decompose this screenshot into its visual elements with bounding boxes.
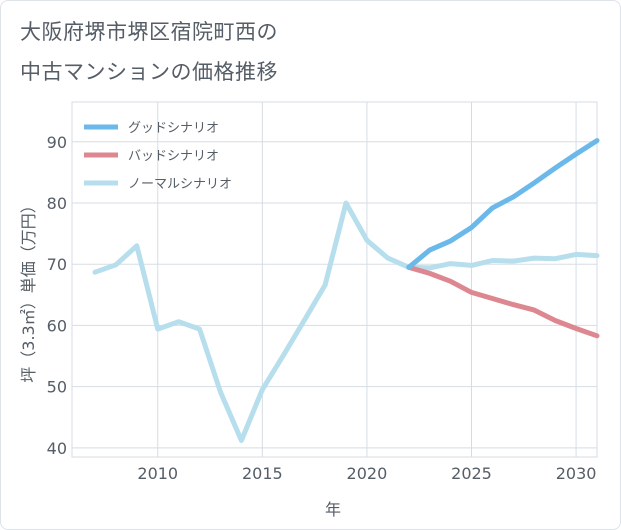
legend-label-1: バッドシナリオ bbox=[128, 149, 219, 164]
x-axis-label: 年 bbox=[325, 500, 341, 519]
y-tick-label-90: 90 bbox=[47, 133, 67, 152]
y-tick-label-80: 80 bbox=[47, 194, 67, 213]
x-gridlines bbox=[157, 102, 577, 457]
x-tick-labels: 2010 2015 2020 2025 2030 bbox=[137, 464, 596, 483]
legend-label-2: ノーマルシナリオ bbox=[128, 177, 232, 192]
chart-title-line-1: 大阪府堺市堺区宿院町西の bbox=[20, 20, 278, 44]
x-tick-label-2015: 2015 bbox=[242, 464, 283, 483]
y-tick-label-50: 50 bbox=[47, 378, 67, 397]
legend-label-0: グッドシナリオ bbox=[128, 121, 219, 136]
plot-area bbox=[71, 101, 598, 458]
y-tick-labels: 40 50 60 70 80 90 bbox=[47, 133, 67, 458]
y-gridlines bbox=[72, 141, 597, 449]
series-line-1 bbox=[406, 264, 600, 339]
chart-title-line-2: 中古マンションの価格推移 bbox=[20, 60, 278, 84]
x-tick-label-2010: 2010 bbox=[137, 464, 178, 483]
y-tick-label-70: 70 bbox=[47, 255, 67, 274]
x-tick-label-2025: 2025 bbox=[451, 464, 492, 483]
series-lines bbox=[92, 138, 600, 443]
y-tick-label-40: 40 bbox=[47, 439, 67, 458]
x-tick-label-2030: 2030 bbox=[556, 464, 597, 483]
y-axis-label: 坪（3.3㎡）単価（万円） bbox=[19, 197, 38, 382]
series-line-0 bbox=[406, 138, 600, 270]
y-tick-label-60: 60 bbox=[47, 316, 67, 335]
x-tick-label-2020: 2020 bbox=[347, 464, 388, 483]
series-line-2 bbox=[92, 200, 600, 443]
